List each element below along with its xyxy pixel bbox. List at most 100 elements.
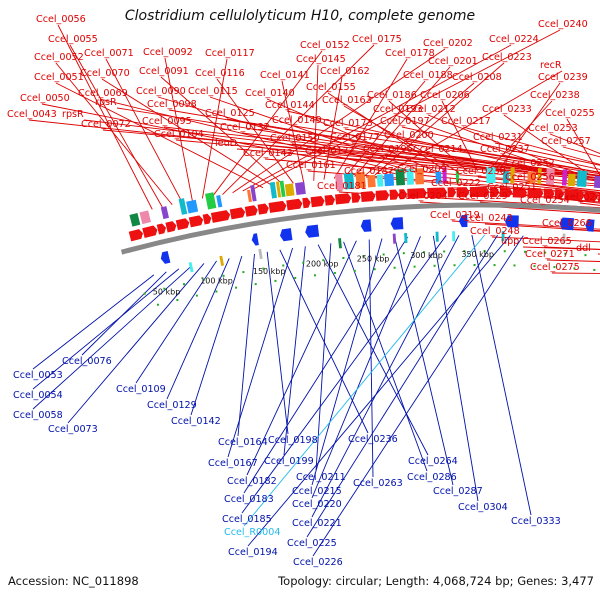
cog-category-block <box>139 210 151 225</box>
forward-leader-line <box>462 126 600 165</box>
cog-category-block <box>576 170 588 188</box>
forward-gene-arrow <box>399 189 407 200</box>
forward-leader-line <box>216 78 294 184</box>
reverse-gene-label: Ccel_0183 <box>224 494 274 505</box>
forward-gene-label: Ccel_0265 <box>522 236 572 247</box>
forward-gene-label: Ccel_0200 <box>384 130 434 141</box>
forward-leader-line <box>99 98 406 174</box>
cog-category-block <box>567 173 576 187</box>
minor-tick-dot <box>402 252 405 255</box>
forward-gene-label: rpsR <box>95 97 117 108</box>
cog-category-block <box>455 171 460 184</box>
forward-gene-arrow <box>286 198 303 211</box>
minor-tick-dot <box>483 250 486 253</box>
minor-tick-dot <box>176 299 179 302</box>
reverse-leader-line <box>306 234 498 538</box>
minor-tick-dot <box>503 250 506 253</box>
reverse-leader-line <box>241 235 447 514</box>
reverse-leader-line <box>279 249 369 434</box>
cog-category-block <box>205 192 217 210</box>
forward-gene-arrow <box>456 187 470 198</box>
forward-gene-label: Ccel_0238 <box>530 90 580 101</box>
forward-leader-line <box>105 58 183 203</box>
reverse-gene-label: Ccel_0073 <box>48 424 98 435</box>
reverse-leader-line <box>32 268 180 390</box>
forward-gene-label: Ccel_0202 <box>423 38 473 49</box>
forward-gene-arrow <box>512 187 528 198</box>
minor-tick-dot <box>294 276 297 279</box>
forward-leader-line <box>291 143 600 179</box>
inner-category-block <box>258 248 263 260</box>
forward-gene-label: Ccel_0132 <box>220 122 270 133</box>
forward-gene-label: Ccel_0117 <box>205 48 255 59</box>
reverse-gene-label: Ccel_0236 <box>348 434 398 445</box>
forward-gene-label: Ccel_0055 <box>48 34 98 45</box>
forward-leader-line <box>102 129 600 177</box>
reverse-gene-label: Ccel_0199 <box>264 456 314 467</box>
minor-tick-dot <box>163 287 166 290</box>
forward-gene-label: Ccel_0095 <box>142 116 192 127</box>
inner-category-block <box>562 233 566 244</box>
forward-gene-label: Ccel_0243 <box>463 213 513 224</box>
reverse-gene-label: Ccel_0198 <box>268 435 318 446</box>
forward-gene-label: Ccel_0266 <box>542 218 592 229</box>
forward-leader-line <box>351 142 600 177</box>
minor-tick-dot <box>274 279 277 282</box>
reverse-leader-line <box>311 236 421 499</box>
forward-gene-arrow <box>527 187 544 199</box>
minor-tick-dot <box>215 290 218 293</box>
forward-gene-arrow <box>584 190 598 202</box>
reverse-leader-line <box>237 253 255 437</box>
minor-tick-dot <box>413 265 416 268</box>
forward-gene-arrow <box>210 210 231 223</box>
forward-gene-label: Ccel_0252 <box>505 158 555 169</box>
minor-tick-dot <box>143 292 146 295</box>
reverse-gene-label: Ccel_0142 <box>171 416 221 427</box>
scale-tick-label: 200 kbp <box>306 259 339 268</box>
forward-gene-arrow <box>427 187 448 198</box>
reverse-leader-line <box>343 241 428 472</box>
forward-gene-arrow <box>407 188 427 199</box>
inner-category-block <box>435 231 439 242</box>
reverse-leader-line <box>311 234 460 518</box>
forward-gene-label: Ccel_0186 <box>367 90 417 101</box>
reverse-leader-line <box>283 246 306 456</box>
reverse-gene-arrow <box>390 217 404 230</box>
forward-leader-line <box>491 236 600 243</box>
forward-leader-line <box>526 182 600 193</box>
forward-leader-line <box>344 128 600 174</box>
cog-category-block <box>442 167 447 184</box>
forward-gene-label: recR <box>540 60 562 71</box>
forward-leader-line <box>551 272 600 274</box>
scale-tick-label: 350 kbp <box>461 250 494 259</box>
reverse-leader-line <box>227 247 294 458</box>
forward-gene-arrow <box>324 194 336 206</box>
forward-leader-line <box>236 148 600 181</box>
reverse-gene-arrow <box>160 250 171 264</box>
reverse-leader-line <box>394 237 454 486</box>
cog-category-block <box>334 173 344 191</box>
topology-text: Topology: circular; Length: 4,068,724 bp… <box>278 574 594 588</box>
forward-gene-label: Ccel_0224 <box>489 34 539 45</box>
minor-tick-dot <box>314 274 317 277</box>
forward-gene-label: Ccel_0092 <box>143 47 193 58</box>
forward-gene-arrow <box>229 207 246 220</box>
minor-tick-dot <box>553 266 556 269</box>
scale-ticks: 50 kbp 100 kbp 150 kbp 200 kbp 250 kbp 300 kb… <box>143 250 596 306</box>
forward-gene-label: Ccel_0257 <box>541 136 591 147</box>
reverse-gene-label: Ccel_0058 <box>13 410 63 421</box>
forward-leader-line <box>160 76 284 186</box>
reverse-gene-label: Ccel_0167 <box>208 458 258 469</box>
forward-gene-label: Ccel_0233 <box>482 104 532 115</box>
forward-gene-label: Ccel_0115 <box>188 86 238 97</box>
minor-tick-dot <box>393 266 396 269</box>
reverse-gene-label: Ccel_0182 <box>227 476 277 487</box>
minor-tick-dot <box>463 250 466 253</box>
forward-leader-line <box>327 92 448 172</box>
forward-leader-line <box>69 44 163 208</box>
gene-labels: Ccel_0056 Ccel_0055 Ccel_0052 Ccel_0071 Ccel… <box>7 14 600 568</box>
reverse-gene-arrow <box>360 219 372 232</box>
cog-category-block <box>435 171 442 184</box>
cog-category-block <box>593 175 600 189</box>
